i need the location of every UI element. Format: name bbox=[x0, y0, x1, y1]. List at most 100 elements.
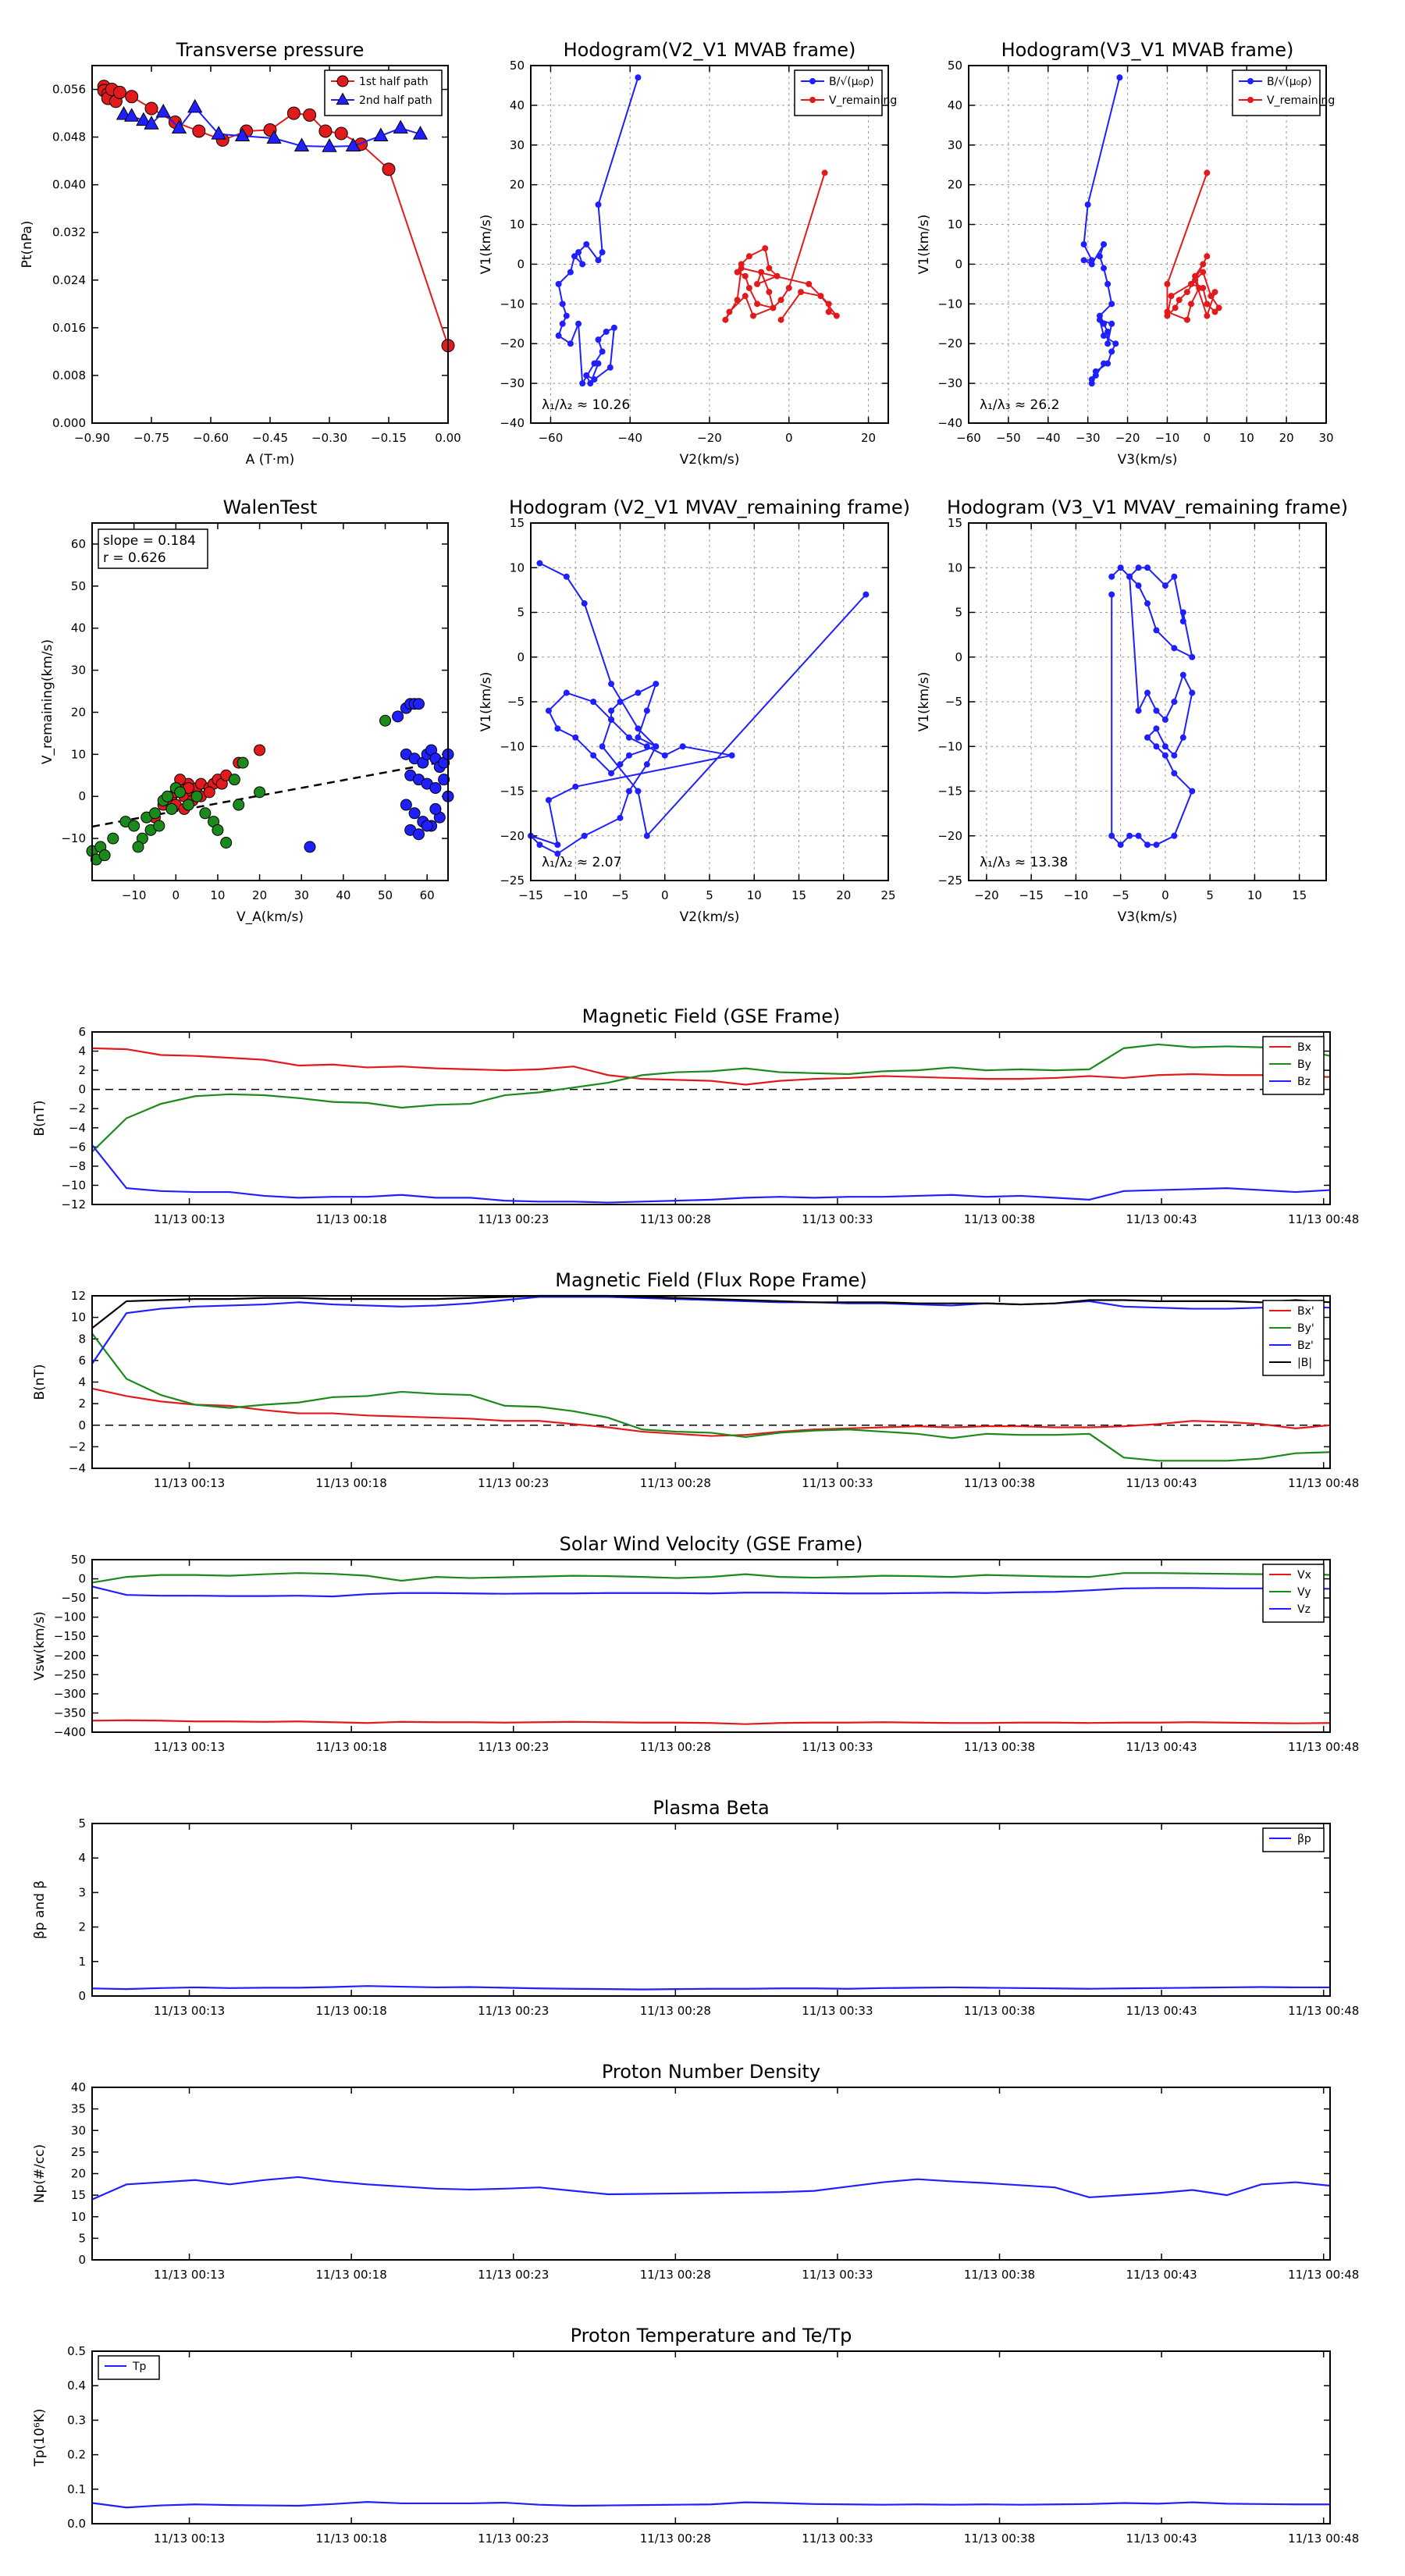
data-point bbox=[393, 119, 408, 134]
x-tick-label: 11/13 00:38 bbox=[964, 1212, 1035, 1226]
x-tick-label: 11/13 00:48 bbox=[1288, 2532, 1359, 2546]
data-point bbox=[774, 272, 781, 279]
data-point bbox=[806, 280, 813, 287]
data-point bbox=[1153, 707, 1160, 714]
x-tick-label: 11/13 00:23 bbox=[478, 1212, 549, 1226]
x-tick-label: −30 bbox=[1076, 431, 1101, 445]
data-point bbox=[1088, 380, 1095, 387]
x-tick-label: 11/13 00:28 bbox=[640, 1740, 711, 1754]
data-point bbox=[212, 824, 224, 836]
data-point bbox=[203, 786, 215, 799]
x-tick-label: 11/13 00:43 bbox=[1126, 2268, 1197, 2282]
data-point bbox=[785, 284, 792, 291]
data-point bbox=[382, 162, 396, 176]
y-tick-label: 8 bbox=[78, 1332, 86, 1346]
data-point bbox=[625, 752, 632, 759]
series-line bbox=[91, 1144, 1331, 1204]
x-tick-label: −15 bbox=[518, 888, 543, 902]
legend-label: B/√(μ₀ρ) bbox=[1267, 76, 1312, 88]
y-tick-label: 0 bbox=[78, 789, 86, 803]
chart-tp: −0.90 −0.75 −0.60 −0.45 −0.30 −0.15 0.00 0.000 0… bbox=[20, 39, 461, 468]
x-tick-label: 25 bbox=[880, 888, 895, 902]
data-point bbox=[581, 600, 588, 607]
data-point bbox=[1108, 301, 1115, 308]
legend-box bbox=[1262, 1564, 1325, 1623]
data-point bbox=[254, 744, 266, 756]
x-tick-label: 11/13 00:23 bbox=[478, 1476, 549, 1490]
data-point bbox=[1204, 253, 1211, 260]
data-point bbox=[125, 90, 139, 104]
data-point bbox=[1161, 743, 1168, 750]
y-tick-label: −350 bbox=[54, 1706, 86, 1720]
data-point bbox=[1144, 841, 1151, 849]
data-point bbox=[1171, 645, 1178, 652]
data-point bbox=[567, 269, 574, 276]
data-point bbox=[266, 130, 282, 144]
data-point bbox=[220, 837, 233, 849]
y-tick-label: 10 bbox=[510, 560, 525, 575]
x-tick-label: 0 bbox=[785, 431, 793, 445]
data-point bbox=[608, 707, 615, 714]
data-point bbox=[1153, 627, 1160, 634]
data-point bbox=[563, 312, 570, 319]
chart-title: Solar Wind Velocity (GSE Frame) bbox=[560, 1533, 863, 1555]
legend-label: V_remaining bbox=[1267, 94, 1335, 107]
x-tick-label: 11/13 00:18 bbox=[316, 1740, 387, 1754]
data-point bbox=[555, 333, 562, 340]
data-point bbox=[1179, 609, 1186, 616]
y-tick-label: 30 bbox=[71, 2123, 86, 2137]
x-tick-label: 0 bbox=[1161, 888, 1169, 902]
x-tick-label: −0.90 bbox=[74, 431, 110, 445]
x-tick-label: 0.00 bbox=[435, 431, 461, 445]
data-point bbox=[770, 304, 777, 311]
x-tick-label: 11/13 00:13 bbox=[154, 1740, 225, 1754]
x-tick-label: 0 bbox=[661, 888, 669, 902]
data-point bbox=[1117, 841, 1124, 849]
legend-label: Bx bbox=[1297, 1041, 1311, 1054]
data-point bbox=[421, 820, 433, 832]
data-point bbox=[1168, 293, 1175, 300]
x-tick-label: 10 bbox=[1247, 888, 1262, 902]
y-tick-label: 40 bbox=[71, 2080, 86, 2094]
y-tick-label: −12 bbox=[61, 1197, 86, 1212]
x-tick-label: 11/13 00:23 bbox=[478, 2268, 549, 2282]
x-tick-label: 11/13 00:13 bbox=[154, 2004, 225, 2018]
data-point bbox=[825, 301, 832, 308]
data-point bbox=[1189, 689, 1196, 696]
data-point bbox=[754, 301, 761, 308]
data-point bbox=[1101, 320, 1108, 327]
data-point bbox=[1179, 734, 1186, 741]
chart-title: Magnetic Field (GSE Frame) bbox=[582, 1005, 841, 1027]
data-point bbox=[617, 814, 624, 821]
x-tick-label: 11/13 00:13 bbox=[154, 1476, 225, 1490]
data-point bbox=[1101, 333, 1108, 340]
y-tick-label: 0.1 bbox=[67, 2482, 86, 2496]
data-point bbox=[124, 108, 140, 122]
y-axis-label: Pt(nPa) bbox=[20, 221, 35, 269]
data-point bbox=[1153, 743, 1160, 750]
data-point bbox=[1200, 284, 1207, 291]
data-point bbox=[1116, 74, 1123, 81]
data-point bbox=[635, 788, 642, 795]
y-tick-label: 35 bbox=[71, 2102, 86, 2116]
chart-title: Plasma Beta bbox=[653, 1797, 769, 1819]
data-point bbox=[603, 328, 610, 335]
y-tick-label: −300 bbox=[54, 1687, 86, 1701]
data-point bbox=[1187, 301, 1194, 308]
x-tick-label: −10 bbox=[122, 888, 147, 902]
axes-frame bbox=[91, 65, 449, 424]
y-tick-label: 4 bbox=[78, 1851, 86, 1865]
annotation-text: r = 0.626 bbox=[103, 550, 166, 566]
x-tick-label: 11/13 00:18 bbox=[316, 2532, 387, 2546]
data-point bbox=[1104, 280, 1112, 287]
data-point bbox=[1092, 372, 1099, 379]
chart-tpx: 0.0 0.1 0.2 0.3 0.4 0.5 11/13 00:13 11/13 00:18… bbox=[32, 2325, 1359, 2546]
y-tick-label: 50 bbox=[71, 579, 86, 593]
axes-frame bbox=[91, 1031, 1331, 1205]
y-tick-label: 40 bbox=[71, 621, 86, 635]
y-tick-label: −2 bbox=[69, 1439, 86, 1453]
data-point bbox=[554, 725, 561, 732]
data-point bbox=[1200, 269, 1207, 276]
y-axis-label: B(nT) bbox=[32, 1100, 48, 1136]
data-point bbox=[412, 126, 429, 140]
